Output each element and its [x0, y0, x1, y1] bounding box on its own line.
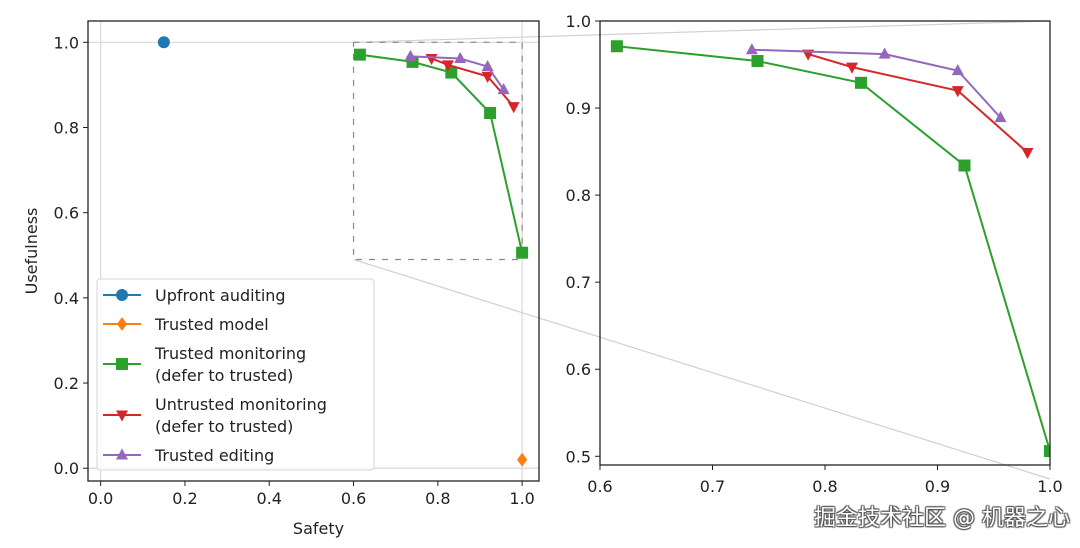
series-line [751, 48, 1002, 119]
legend-label: Trusted editing [154, 446, 274, 465]
legend-marker [116, 358, 128, 370]
legend-entry: Trusted monitoring (defer to trusted) [103, 344, 306, 385]
series-upfront-auditing [157, 36, 170, 49]
data-point [353, 48, 366, 61]
y-tick-label: 0.6 [54, 204, 79, 223]
series-trusted-editing [745, 43, 1007, 123]
x-tick-label: 0.0 [88, 489, 113, 508]
data-point [454, 51, 467, 63]
y-axis-label: Usefulness [22, 208, 41, 295]
x-tick-label: 0.6 [341, 489, 366, 508]
x-tick-label: 0.8 [425, 489, 450, 508]
legend-entry: Trusted model [103, 315, 269, 334]
series-trusted-model [517, 452, 528, 467]
inset-plot-area [610, 40, 1050, 458]
series-line [431, 57, 515, 108]
y-tick-label: 1.0 [566, 12, 591, 31]
y-tick-label: 0.8 [566, 186, 591, 205]
inset-connector-lines [353, 20, 1051, 480]
data-point [406, 55, 419, 68]
x-tick-label: 0.8 [812, 477, 837, 496]
watermark: 掘金技术社区 @ 机器之心 [814, 506, 1070, 531]
data-point [497, 82, 510, 95]
legend-marker [116, 448, 128, 460]
series-untrusted-monitoring [802, 49, 1034, 160]
data-point [481, 59, 494, 72]
legend-label: Untrusted monitoring [155, 395, 327, 414]
overview-panel: 0.0 0.2 0.4 0.6 0.8 1.0 0.0 0.2 0.4 0.6 0.8 1.0 Safe… [22, 20, 540, 538]
data-point [516, 246, 529, 259]
data-point [517, 452, 528, 467]
y-tick-label: 0.9 [566, 99, 591, 118]
zoomed-inset-panel: 0.6 0.7 0.8 0.9 1.0 0.5 0.6 0.7 0.8 0.9 1.0 [566, 12, 1063, 496]
legend-label: Trusted model [154, 315, 269, 334]
connector-line-top [353, 20, 1051, 43]
data-point [610, 40, 623, 53]
y-tick-label: 1.0 [54, 33, 79, 52]
y-tick-label: 0.8 [54, 118, 79, 137]
legend-entry: Upfront auditing [103, 286, 286, 305]
data-point [157, 36, 170, 49]
series-line [359, 53, 524, 253]
legend-label: (defer to trusted) [155, 366, 293, 385]
connector-line-bottom [353, 258, 1051, 480]
legend-entry: Trusted editing [103, 446, 274, 465]
data-point [751, 55, 764, 68]
legend-marker [116, 317, 128, 331]
x-axis-label: Safety [293, 519, 344, 538]
axes-frame-left [87, 20, 540, 482]
series-line [410, 55, 505, 91]
data-point [484, 107, 497, 119]
legend-entry: Untrusted monitoring (defer to trusted) [103, 395, 327, 436]
data-point [481, 71, 494, 83]
data-point [846, 62, 858, 74]
data-point [855, 76, 867, 89]
x-tick-label: 0.9 [925, 477, 950, 496]
legend-frame [96, 278, 375, 471]
x-tick-label: 0.4 [257, 489, 282, 508]
legend-marker [116, 410, 128, 422]
axes-frame-right [599, 20, 1051, 466]
legend-label: (defer to trusted) [155, 417, 293, 436]
x-tick-label: 1.0 [1037, 477, 1062, 496]
data-point [951, 64, 964, 76]
data-point [441, 60, 454, 72]
legend: Upfront auditing Trusted model Trusted mon… [96, 278, 375, 471]
data-point [994, 111, 1007, 123]
data-point [1044, 445, 1050, 458]
y-tick-label: 0.4 [54, 289, 79, 308]
legend-marker [116, 289, 128, 301]
x-tick-label: 0.2 [172, 489, 197, 508]
y-tick-label: 0.5 [566, 447, 591, 466]
data-point [404, 49, 417, 61]
inset-region-box [352, 41, 523, 261]
data-point [951, 86, 964, 98]
y-tick-label: 0.0 [54, 459, 79, 478]
legend-label: Trusted monitoring [154, 344, 306, 363]
series-trusted-editing [404, 49, 510, 95]
series-trusted-monitoring [353, 48, 529, 259]
data-point [958, 159, 971, 172]
data-point [507, 102, 520, 114]
x-tick-label: 1.0 [509, 489, 534, 508]
x-tick-label: 0.6 [587, 477, 612, 496]
x-tick-label: 0.7 [700, 477, 725, 496]
data-point [878, 47, 891, 59]
data-point [745, 43, 758, 55]
series-line [616, 45, 1050, 452]
y-tick-label: 0.6 [566, 360, 591, 379]
series-line [807, 53, 1029, 154]
y-tick-label: 0.2 [54, 374, 79, 393]
data-point [1021, 147, 1034, 160]
legend-label: Upfront auditing [155, 286, 286, 305]
series-trusted-monitoring [610, 40, 1050, 458]
y-tick-label: 0.7 [566, 273, 591, 292]
